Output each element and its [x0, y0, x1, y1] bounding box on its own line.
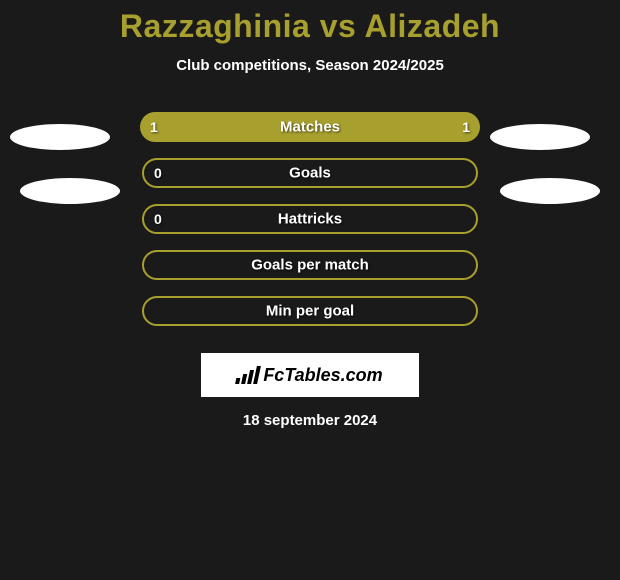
decorative-ellipse: [490, 124, 590, 150]
stat-value-right: 1: [462, 119, 470, 135]
fctables-logo[interactable]: FcTables.com: [201, 353, 419, 397]
comparison-subtitle: Club competitions, Season 2024/2025: [0, 57, 620, 74]
stat-value-left: 0: [154, 165, 162, 181]
logo-text: FcTables.com: [263, 365, 382, 386]
stat-bar: Min per goal: [142, 296, 478, 326]
decorative-ellipse: [20, 178, 120, 204]
stat-bar: Hattricks 0: [142, 204, 478, 234]
stat-label: Hattricks: [278, 211, 342, 228]
snapshot-date: 18 september 2024: [243, 412, 377, 429]
stat-row: Hattricks 0: [0, 204, 620, 234]
stat-row: Goals per match: [0, 250, 620, 280]
stat-value-left: 1: [150, 119, 158, 135]
decorative-ellipse: [10, 124, 110, 150]
decorative-ellipse: [500, 178, 600, 204]
stat-label: Goals: [289, 165, 331, 182]
stat-label: Matches: [280, 119, 340, 136]
stat-bar: Goals 0: [142, 158, 478, 188]
stat-bar: Matches 1 1: [140, 112, 480, 142]
stat-value-left: 0: [154, 211, 162, 227]
bar-chart-icon: [235, 366, 261, 384]
comparison-title: Razzaghinia vs Alizadeh: [0, 0, 620, 45]
stat-label: Goals per match: [251, 257, 369, 274]
stat-row: Min per goal: [0, 296, 620, 326]
stat-bar: Goals per match: [142, 250, 478, 280]
stat-label: Min per goal: [266, 303, 354, 320]
